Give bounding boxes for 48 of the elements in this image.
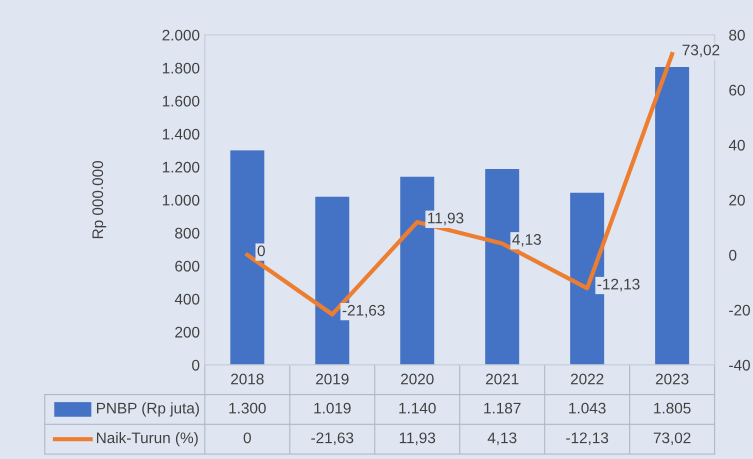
data-label: 1.187: [484, 402, 521, 414]
y-tick-label: 2.000: [162, 30, 200, 41]
data-label: 0: [244, 432, 251, 444]
y2-tick-label: 60: [729, 84, 745, 96]
data-label: -21,63: [311, 432, 354, 446]
text: -12,13: [598, 278, 640, 292]
y-tick-label: 200: [175, 326, 200, 338]
text: 73,02: [682, 44, 720, 58]
data-label: -12,13: [566, 432, 608, 446]
y-axis-title: Rp 000.000: [92, 160, 106, 238]
x-tick-label: 2021: [486, 374, 518, 384]
x-tick-label: 2020: [401, 374, 434, 384]
text: 0: [258, 245, 265, 256]
text: -21,63: [342, 304, 385, 318]
data-label: 1.805: [654, 402, 691, 414]
x-tick-label: 2019: [316, 374, 349, 384]
y2-tick-label: 40: [728, 140, 745, 151]
y-tick-label: 1.200: [162, 162, 200, 173]
text: 4,13: [512, 234, 541, 247]
data-label: 1.300: [229, 402, 266, 414]
y2-tick-label: 80: [729, 30, 745, 41]
y-tick-label: 600: [175, 260, 200, 272]
data-label: 11,93: [400, 432, 436, 446]
y-tick-label: 800: [175, 228, 200, 239]
y2-tick-label: -20: [729, 304, 750, 316]
y-tick-label: 1.800: [162, 62, 200, 74]
x-tick-label: 2023: [656, 374, 688, 384]
y2-tick-label: 0: [729, 250, 736, 261]
y2-tick-label: 20: [729, 194, 745, 206]
x-tick-label: 2022: [570, 374, 604, 384]
data-label: 1.140: [399, 402, 436, 414]
y-tick-label: 1.600: [162, 96, 200, 107]
bar: [230, 150, 264, 365]
y2-tick-label: -40: [729, 360, 750, 371]
y-tick-label: 400: [174, 294, 200, 305]
legend-label: PNBP (Rp juta): [96, 402, 199, 417]
legend-label: Naik-Turun (%): [96, 432, 198, 446]
text: 11,93: [428, 212, 464, 226]
y-tick-label: 1.000: [162, 194, 200, 206]
y-tick-label: 1.400: [162, 128, 200, 140]
x-tick-label: 2018: [231, 374, 264, 384]
data-label: 1.043: [569, 402, 606, 414]
data-label: 73,02: [654, 432, 690, 446]
data-label: 4,13: [488, 432, 516, 446]
line-series: [245, 52, 674, 316]
data-label: 1.019: [314, 402, 351, 414]
bar: [655, 67, 690, 365]
y-tick-label: 0: [192, 360, 200, 371]
